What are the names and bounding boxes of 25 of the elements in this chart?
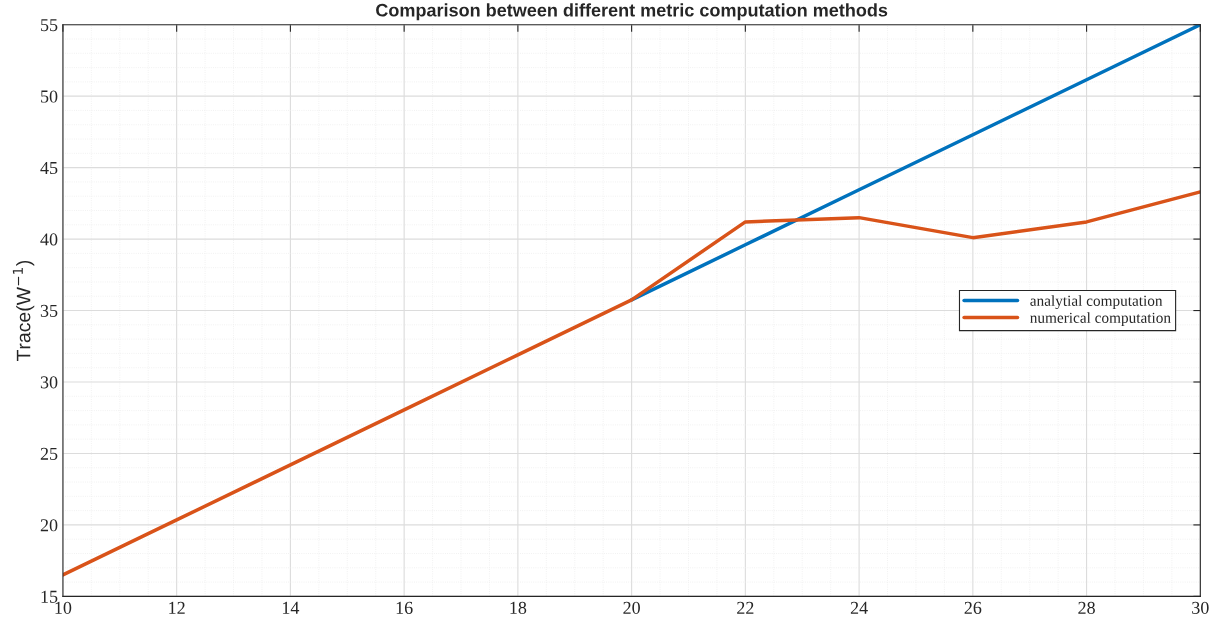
x-tick-label: 16 [396,601,413,614]
x-tick-label: 28 [1078,601,1095,614]
x-tick-label: 20 [623,601,640,614]
x-tick-label: 12 [169,601,185,614]
chart-title: Comparison between different metric computation methods [376,3,888,21]
x-tick-label: 18 [510,601,527,614]
legend-label: analytial computation [1030,295,1163,310]
x-tick-label: 10 [55,601,72,614]
y-tick-label: 35 [40,304,58,317]
x-tick-label: 26 [964,601,982,614]
y-tick-label: 50 [41,90,58,103]
y-axis-title: Trace(W$^{−1}$) [12,260,35,362]
y-tick-label: 30 [40,376,58,389]
legend-label: numerical computation [1030,312,1171,327]
x-tick-label: 22 [737,601,754,614]
y-tick-label: 20 [40,519,58,532]
y-tick-label: 55 [41,19,58,32]
x-tick-label: 14 [282,601,300,614]
y-tick-label: 25 [40,447,58,460]
x-tick-label: 30 [1192,601,1209,614]
y-tick-label: 15 [41,590,58,603]
y-tick-label: 45 [40,162,58,175]
x-tick-label: 24 [850,601,868,614]
line-series [62,190,1201,577]
y-tick-label: 40 [40,233,58,246]
